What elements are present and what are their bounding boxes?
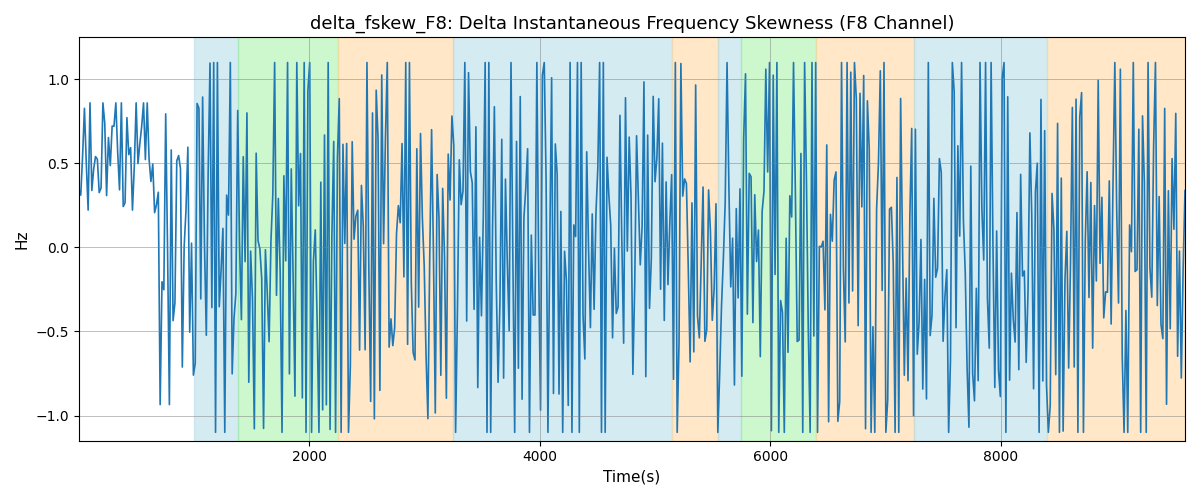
Bar [816,38,914,440]
Bar [1046,38,1186,440]
Y-axis label: Hz: Hz [14,230,30,249]
Title: delta_fskew_F8: Delta Instantaneous Frequency Skewness (F8 Channel): delta_fskew_F8: Delta Instantaneous Freq… [310,15,954,34]
Bar [672,38,719,440]
Bar [719,38,742,440]
Bar [742,38,816,440]
Bar [194,38,238,440]
Bar [454,38,672,440]
Bar [914,38,1046,440]
Bar [338,38,454,440]
X-axis label: Time(s): Time(s) [604,470,660,485]
Bar [238,38,338,440]
